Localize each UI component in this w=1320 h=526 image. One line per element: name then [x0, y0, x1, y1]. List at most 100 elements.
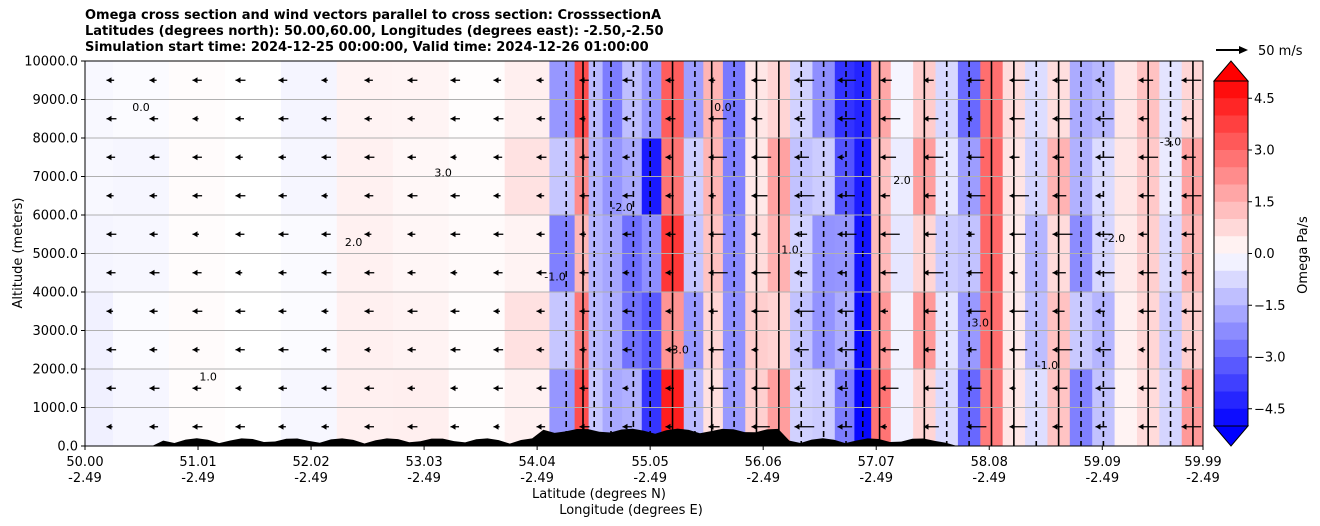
wind-vector-head — [1052, 115, 1058, 122]
wind-vector-head — [923, 308, 929, 315]
wind-vector-head — [1138, 423, 1144, 430]
wind-vector-head — [622, 77, 628, 84]
wind-vector-head — [665, 346, 671, 353]
wind-vector-head — [1095, 77, 1101, 84]
wind-vector-head — [278, 385, 284, 392]
wind-vector-head — [966, 77, 972, 84]
wind-vector-head — [536, 423, 542, 430]
wind-vector-head — [536, 385, 542, 392]
wind-vector-head — [493, 308, 499, 315]
y-tick-label: 5000.0 — [33, 247, 79, 262]
colorbar-level — [1214, 219, 1248, 237]
wind-vector-head — [407, 231, 413, 238]
wind-vector-head — [837, 346, 843, 353]
colorbar-level — [1214, 236, 1248, 254]
wind-vector-head — [794, 269, 800, 276]
chart-title-line-2: Latitudes (degrees north): 50.00,60.00, … — [85, 24, 664, 39]
colorbar-level — [1214, 408, 1248, 427]
wind-vector-head — [536, 77, 542, 84]
wind-vector-head — [751, 192, 757, 199]
wind-vector-head — [235, 77, 241, 84]
wind-vector-head — [837, 269, 843, 276]
wind-vector-head — [1181, 77, 1187, 84]
wind-vector-head — [536, 269, 542, 276]
wind-vector-head — [751, 346, 757, 353]
wind-vector-head — [106, 154, 112, 161]
wind-vector-head — [622, 231, 628, 238]
wind-vector-head — [192, 77, 198, 84]
wind-vector-head — [536, 308, 542, 315]
wind-vector-head — [192, 231, 198, 238]
wind-vector-head — [579, 192, 585, 199]
contour-label: 3.0 — [972, 317, 990, 330]
colorbar-level — [1214, 150, 1248, 168]
wind-vector-head — [149, 192, 155, 199]
wind-vector-head — [364, 231, 370, 238]
wind-vector-head — [536, 346, 542, 353]
wind-vector-head — [794, 154, 800, 161]
y-tick-label: 4000.0 — [33, 286, 79, 301]
chart-title-line-3: Simulation start time: 2024-12-25 00:00:… — [85, 40, 649, 55]
wind-vector-head — [1095, 423, 1101, 430]
wind-vector-head — [1095, 269, 1101, 276]
wind-vector-head — [364, 115, 370, 122]
y-tick-label: 3000.0 — [33, 324, 79, 339]
y-tick-label: 0.0 — [57, 440, 78, 455]
x-tick-label-lat: 56.06 — [745, 455, 782, 470]
colorbar-level — [1214, 305, 1248, 323]
colorbar-level — [1214, 115, 1248, 134]
wind-vector-head — [923, 192, 929, 199]
gridlines — [85, 99, 1203, 408]
wind-vector-head — [966, 192, 972, 199]
wind-vector-head — [1052, 269, 1058, 276]
wind-vector-head — [493, 346, 499, 353]
wind-vector-head — [493, 231, 499, 238]
wind-vector-head — [235, 269, 241, 276]
wind-vector-head — [751, 154, 757, 161]
wind-vector-head — [1181, 269, 1187, 276]
wind-vector-head — [1009, 423, 1015, 430]
wind-vector-head — [407, 192, 413, 199]
x-tick-label-lat: 52.02 — [292, 455, 329, 470]
quiver-key-label: 50 m/s — [1258, 44, 1303, 59]
wind-vector-head — [966, 269, 972, 276]
wind-vector-head — [192, 269, 198, 276]
wind-vector-head — [923, 154, 929, 161]
x-tick-label-lon: -2.49 — [972, 471, 1006, 486]
wind-vector-head — [450, 269, 456, 276]
colorbar-level — [1214, 184, 1248, 203]
x-axis-label-longitude: Longitude (degrees E) — [559, 503, 703, 518]
wind-vector-head — [966, 308, 972, 315]
wind-vector-head — [708, 346, 714, 353]
wind-vector-head — [880, 231, 886, 238]
wind-vector-head — [923, 115, 929, 122]
wind-vector-head — [1052, 192, 1058, 199]
wind-vector-head — [1138, 192, 1144, 199]
wind-vector-head — [665, 192, 671, 199]
wind-vector-head — [321, 423, 327, 430]
wind-vector-head — [493, 423, 499, 430]
wind-vector-head — [407, 77, 413, 84]
x-tick-label-lon: -2.49 — [294, 471, 328, 486]
wind-vector-head — [536, 231, 542, 238]
wind-vector-head — [106, 346, 112, 353]
wind-vector-head — [106, 115, 112, 122]
wind-vector-head — [278, 77, 284, 84]
wind-vector-head — [235, 115, 241, 122]
wind-vector-head — [1009, 346, 1015, 353]
wind-vector-head — [1052, 346, 1058, 353]
wind-vector-head — [1052, 154, 1058, 161]
wind-vector-head — [364, 192, 370, 199]
wind-vector-head — [966, 231, 972, 238]
contour-labels: 0.0 1.0 2.0 3.0 -1.0 -2.0 -3.0 0.0 1.0 2.0 3.0 -1.0… — [132, 101, 1181, 383]
wind-vector-head — [278, 346, 284, 353]
wind-vector-head — [880, 385, 886, 392]
x-tick-label-lat: 59.99 — [1184, 455, 1221, 470]
wind-vector-head — [450, 154, 456, 161]
y-tick-label: 8000.0 — [33, 132, 79, 147]
wind-vector-head — [278, 154, 284, 161]
contour-label: 2.0 — [893, 174, 911, 187]
y-tick-label: 10000.0 — [24, 55, 78, 70]
wind-vector-head — [364, 423, 370, 430]
x-tick-label-lon: -2.49 — [407, 471, 441, 486]
